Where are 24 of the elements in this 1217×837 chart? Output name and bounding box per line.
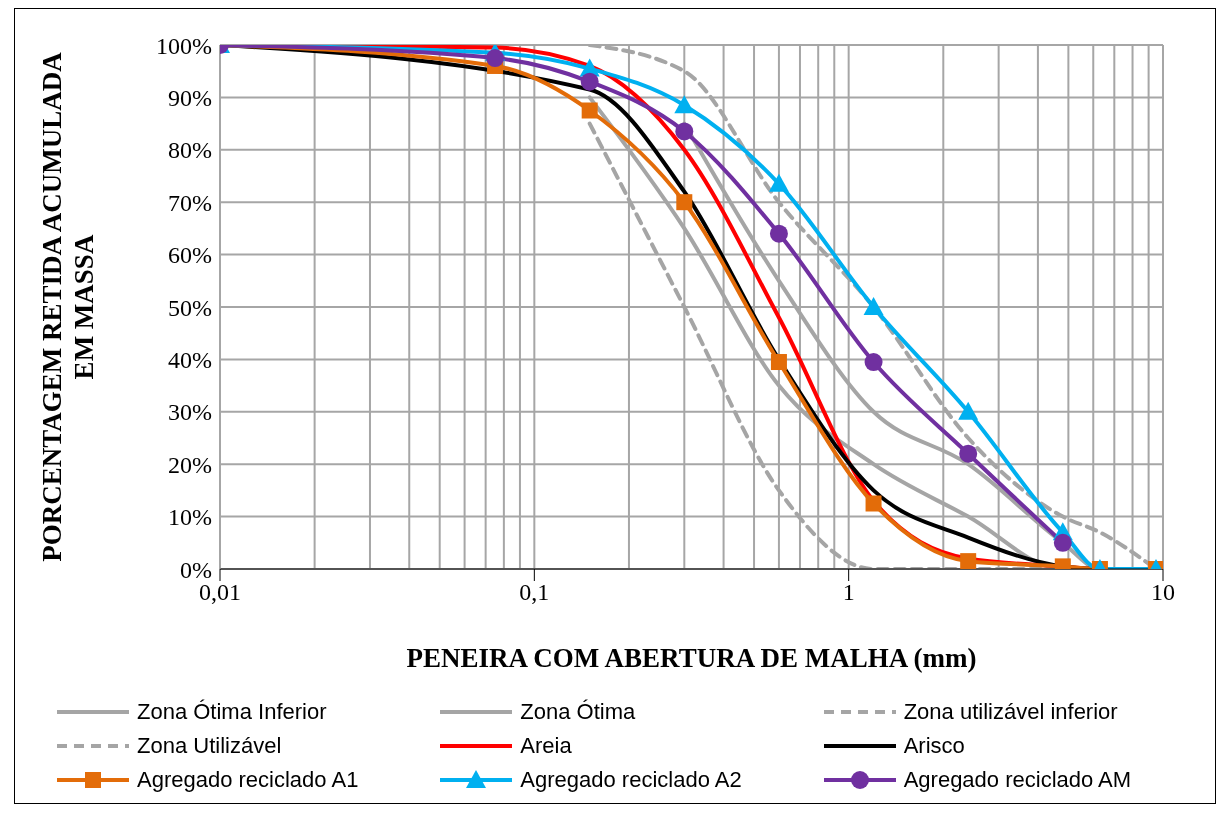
y-tick-label: 30% [168, 399, 212, 426]
y-tick-label: 10% [168, 504, 212, 531]
legend-label: Zona Utilizável [137, 733, 282, 759]
legend-label: Zona utilizável inferior [903, 699, 1118, 725]
y-tick-label: 90% [168, 84, 212, 111]
legend-label: Zona Ótima [520, 699, 636, 725]
y-tick-label: 100% [156, 32, 212, 59]
legend-label: Agregado reciclado A2 [520, 767, 742, 793]
y-tick-label: 70% [168, 189, 212, 216]
y-tick-label: 60% [168, 242, 212, 269]
y-tick-label: 80% [168, 137, 212, 164]
y-axis-title: PORCENTAGEM RETIDA ACUMULADA EM MASSA [37, 51, 99, 562]
y-tick-label: 40% [168, 346, 212, 373]
y-tick-label: 20% [168, 451, 212, 478]
x-tick-label: 10 [1151, 579, 1175, 606]
legend-label: Zona Ótima Inferior [137, 699, 327, 725]
legend-label: Agregado reciclado AM [903, 767, 1132, 793]
y-tick-label: 50% [168, 294, 212, 321]
x-tick-label: 0,1 [519, 579, 550, 606]
legend-label: Areia [520, 733, 572, 759]
legend-label: Agregado reciclado A1 [137, 767, 359, 793]
x-tick-label: 1 [842, 579, 855, 606]
x-axis-title: PENEIRA COM ABERTURA DE MALHA (mm) [406, 643, 977, 673]
legend-label: Arisco [903, 733, 965, 759]
